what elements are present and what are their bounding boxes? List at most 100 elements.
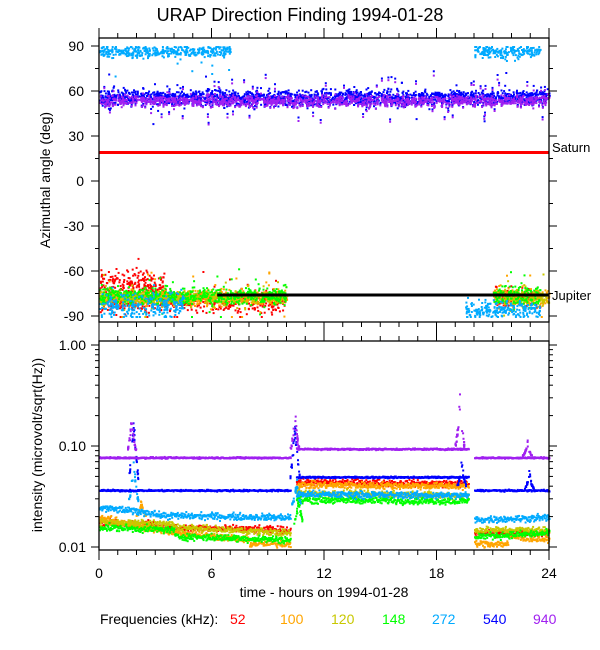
point-272khz	[165, 301, 168, 304]
point-52khz	[139, 307, 142, 310]
point-540khz	[529, 93, 532, 96]
point-100khz	[271, 303, 274, 306]
point-272khz	[213, 47, 215, 50]
point-272khz	[115, 46, 117, 48]
point-120khz	[132, 297, 135, 300]
point-272khz	[178, 299, 181, 302]
point-272khz	[214, 52, 216, 55]
point-148khz	[259, 313, 262, 316]
point-272khz	[180, 303, 183, 306]
point-148khz	[136, 293, 139, 296]
point-272khz	[186, 51, 189, 54]
point-148khz	[119, 288, 122, 291]
point-100khz	[498, 285, 501, 287]
point-148khz	[282, 291, 285, 294]
point-540khz	[202, 96, 205, 99]
point-148khz	[217, 300, 220, 303]
point-100khz	[507, 287, 510, 290]
point-148khz	[139, 290, 142, 293]
point-272khz	[114, 53, 117, 56]
point-148khz	[283, 298, 286, 300]
point-272khz	[490, 49, 493, 52]
point-272khz	[514, 49, 516, 52]
point-52khz	[229, 278, 231, 281]
point-540khz	[472, 104, 474, 107]
point-52khz	[150, 286, 153, 289]
point-272khz	[131, 303, 134, 306]
point-272khz	[137, 303, 140, 306]
point-272khz	[485, 314, 488, 317]
point-272khz	[217, 46, 220, 48]
point-272khz	[126, 310, 129, 313]
point-120khz	[244, 308, 247, 311]
point-540khz	[382, 91, 385, 94]
point-148khz	[261, 298, 264, 301]
point-148khz	[187, 292, 190, 295]
point-120khz	[220, 299, 223, 302]
point-52khz	[278, 310, 281, 313]
point-148khz	[268, 291, 271, 294]
point-540khz	[182, 92, 185, 95]
point-120khz	[121, 303, 123, 305]
point-148khz	[215, 300, 218, 303]
point-272khz	[215, 52, 218, 55]
point-120khz	[152, 301, 155, 303]
point-52khz	[159, 287, 162, 290]
point-148khz	[534, 297, 537, 300]
point-148khz	[514, 302, 517, 305]
point-272khz	[152, 314, 155, 317]
point-148khz	[512, 301, 515, 304]
point-272khz	[185, 47, 188, 50]
point-148khz	[235, 295, 238, 298]
point-120khz	[242, 295, 245, 298]
azimuth-points	[99, 46, 551, 318]
point-120khz	[236, 307, 239, 310]
point-272khz	[129, 46, 132, 48]
point-272khz	[521, 49, 523, 51]
point-272khz	[166, 46, 169, 48]
point-272khz	[487, 315, 490, 318]
point-272khz	[487, 48, 490, 51]
point-272khz	[493, 310, 496, 313]
point-272khz	[105, 294, 108, 297]
point-148khz	[237, 296, 240, 299]
point-148khz	[255, 297, 258, 300]
point-540khz	[131, 91, 133, 94]
point-272khz	[141, 296, 144, 299]
point-272khz	[491, 315, 494, 318]
point-540khz	[217, 81, 220, 84]
point-148khz	[202, 290, 205, 292]
point-148khz	[526, 288, 529, 291]
point-148khz	[159, 277, 162, 280]
point-100khz	[173, 305, 175, 307]
chart-title: URAP Direction Finding 1994-01-28	[157, 5, 444, 25]
point-148khz	[106, 294, 109, 297]
point-272khz	[476, 313, 479, 316]
point-272khz	[473, 309, 476, 312]
point-120khz	[195, 293, 198, 295]
point-272khz	[114, 48, 117, 51]
point-52khz	[99, 280, 102, 283]
point-272khz	[122, 51, 124, 54]
point-272khz	[120, 309, 123, 312]
point-148khz	[141, 303, 144, 306]
point-52khz	[118, 307, 121, 310]
point-540khz	[237, 92, 240, 95]
point-272khz	[510, 47, 513, 50]
point-540khz	[294, 96, 297, 99]
point-540khz	[482, 95, 485, 98]
point-272khz	[143, 47, 146, 49]
point-120khz	[148, 289, 151, 292]
point-100khz	[510, 299, 513, 302]
point-272khz	[511, 304, 513, 307]
point-52khz	[123, 307, 126, 310]
point-148khz	[240, 295, 243, 298]
point-148khz	[522, 297, 525, 300]
point-100khz	[539, 304, 542, 307]
point-272khz	[148, 54, 151, 57]
point-52khz	[148, 304, 151, 307]
point-52khz	[143, 279, 146, 282]
point-272khz	[477, 308, 480, 311]
point-272khz	[102, 46, 105, 48]
point-272khz	[121, 307, 124, 310]
